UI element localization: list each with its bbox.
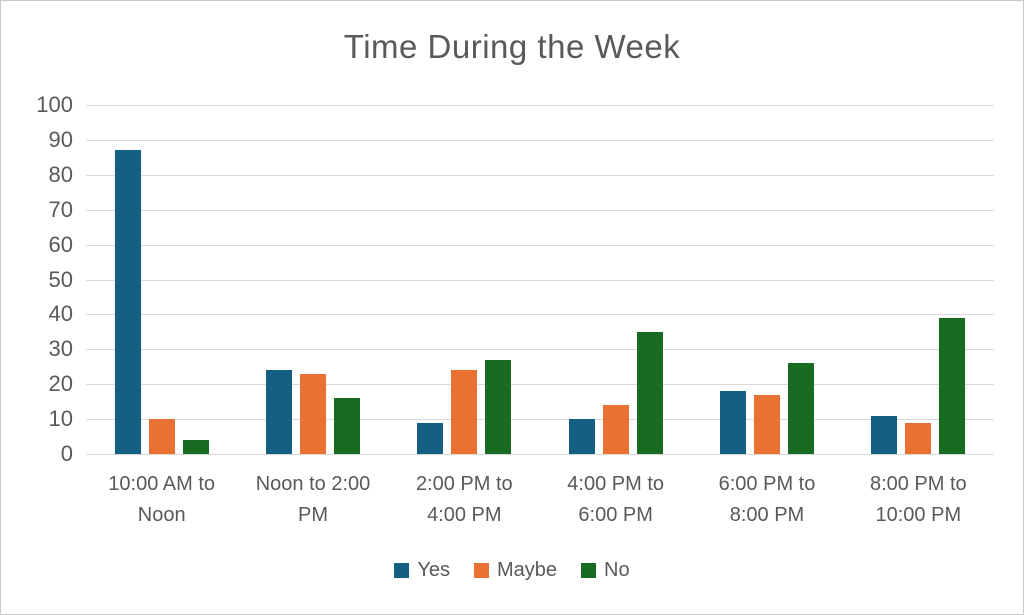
gridline: [86, 419, 994, 421]
gridline: [86, 209, 994, 211]
y-axis-tick-label: 40: [48, 301, 73, 327]
gridline: [86, 174, 994, 176]
x-axis-tick-label: 6:00 PM to 8:00 PM: [718, 473, 816, 526]
bar-yes: [719, 391, 746, 454]
legend-swatch-icon: [474, 563, 490, 578]
bar-maybe: [905, 422, 932, 454]
gridline: [86, 454, 994, 455]
bar-yes: [417, 422, 444, 454]
bar-yes: [871, 415, 898, 454]
gridline: [86, 384, 994, 386]
y-axis-tick-label: 0: [60, 441, 73, 466]
x-axis-tick-label: Noon to 2:00 PM: [255, 473, 371, 526]
chart-title: Time During the Week: [343, 28, 681, 65]
y-axis-tick-label: 100: [36, 92, 73, 117]
plot-area: [86, 105, 994, 455]
bar-maybe: [451, 370, 478, 454]
y-axis-tick-label: 80: [48, 161, 73, 187]
gridline: [86, 105, 994, 106]
bar-maybe: [602, 405, 629, 454]
y-axis-tick-label: 70: [48, 196, 73, 222]
bar-group: [389, 105, 540, 454]
bar-group: [237, 105, 388, 454]
bar-group: [691, 105, 842, 454]
bar-no: [787, 363, 814, 454]
bar-no: [636, 331, 663, 454]
bar-maybe: [753, 394, 780, 454]
bar-yes: [568, 419, 595, 454]
bar-yes: [265, 370, 292, 454]
bar-group: [843, 105, 994, 454]
x-axis: 10:00 AM to Noon Noon to 2:00 PM 2:00 PM t…: [86, 469, 994, 539]
bar-yes: [114, 150, 141, 454]
legend-item-no: No: [581, 559, 630, 582]
y-axis-tick-label: 20: [48, 371, 73, 397]
legend-label: Maybe: [497, 559, 558, 581]
legend-item-yes: Yes: [394, 559, 450, 582]
gridline: [86, 244, 994, 246]
bar-group: [86, 105, 237, 454]
legend-label: Yes: [417, 559, 451, 581]
gridline: [86, 279, 994, 281]
bar-maybe: [148, 419, 175, 454]
legend: Yes Maybe No: [1, 559, 1023, 582]
legend-swatch-icon: [581, 563, 597, 578]
y-axis-tick-label: 50: [48, 266, 73, 292]
gridline: [86, 349, 994, 351]
legend-label: No: [604, 559, 630, 581]
gridline: [86, 314, 994, 316]
y-axis-tick-label: 60: [48, 231, 73, 257]
y-axis-tick-label: 10: [48, 406, 73, 432]
bar-no: [333, 398, 360, 454]
x-axis-tick-label: 4:00 PM to 6:00 PM: [567, 473, 665, 526]
gridline: [86, 139, 994, 141]
bar-maybe: [299, 373, 326, 454]
y-axis-tick-label: 90: [48, 126, 73, 152]
x-axis-tick-label: 2:00 PM to 4:00 PM: [415, 473, 513, 526]
legend-swatch-icon: [394, 563, 410, 578]
bar-no: [939, 317, 966, 454]
bar-no: [182, 440, 209, 454]
x-axis-tick-label: 10:00 AM to Noon: [108, 473, 216, 526]
bar-group: [540, 105, 691, 454]
x-axis-tick-label: 8:00 PM to 10:00 PM: [869, 473, 967, 526]
legend-item-maybe: Maybe: [474, 559, 557, 582]
y-axis: 0 10 20 30 40 50 60 70 80 90 100: [1, 93, 73, 466]
y-axis-tick-label: 30: [48, 336, 73, 362]
bar-no: [485, 359, 512, 454]
